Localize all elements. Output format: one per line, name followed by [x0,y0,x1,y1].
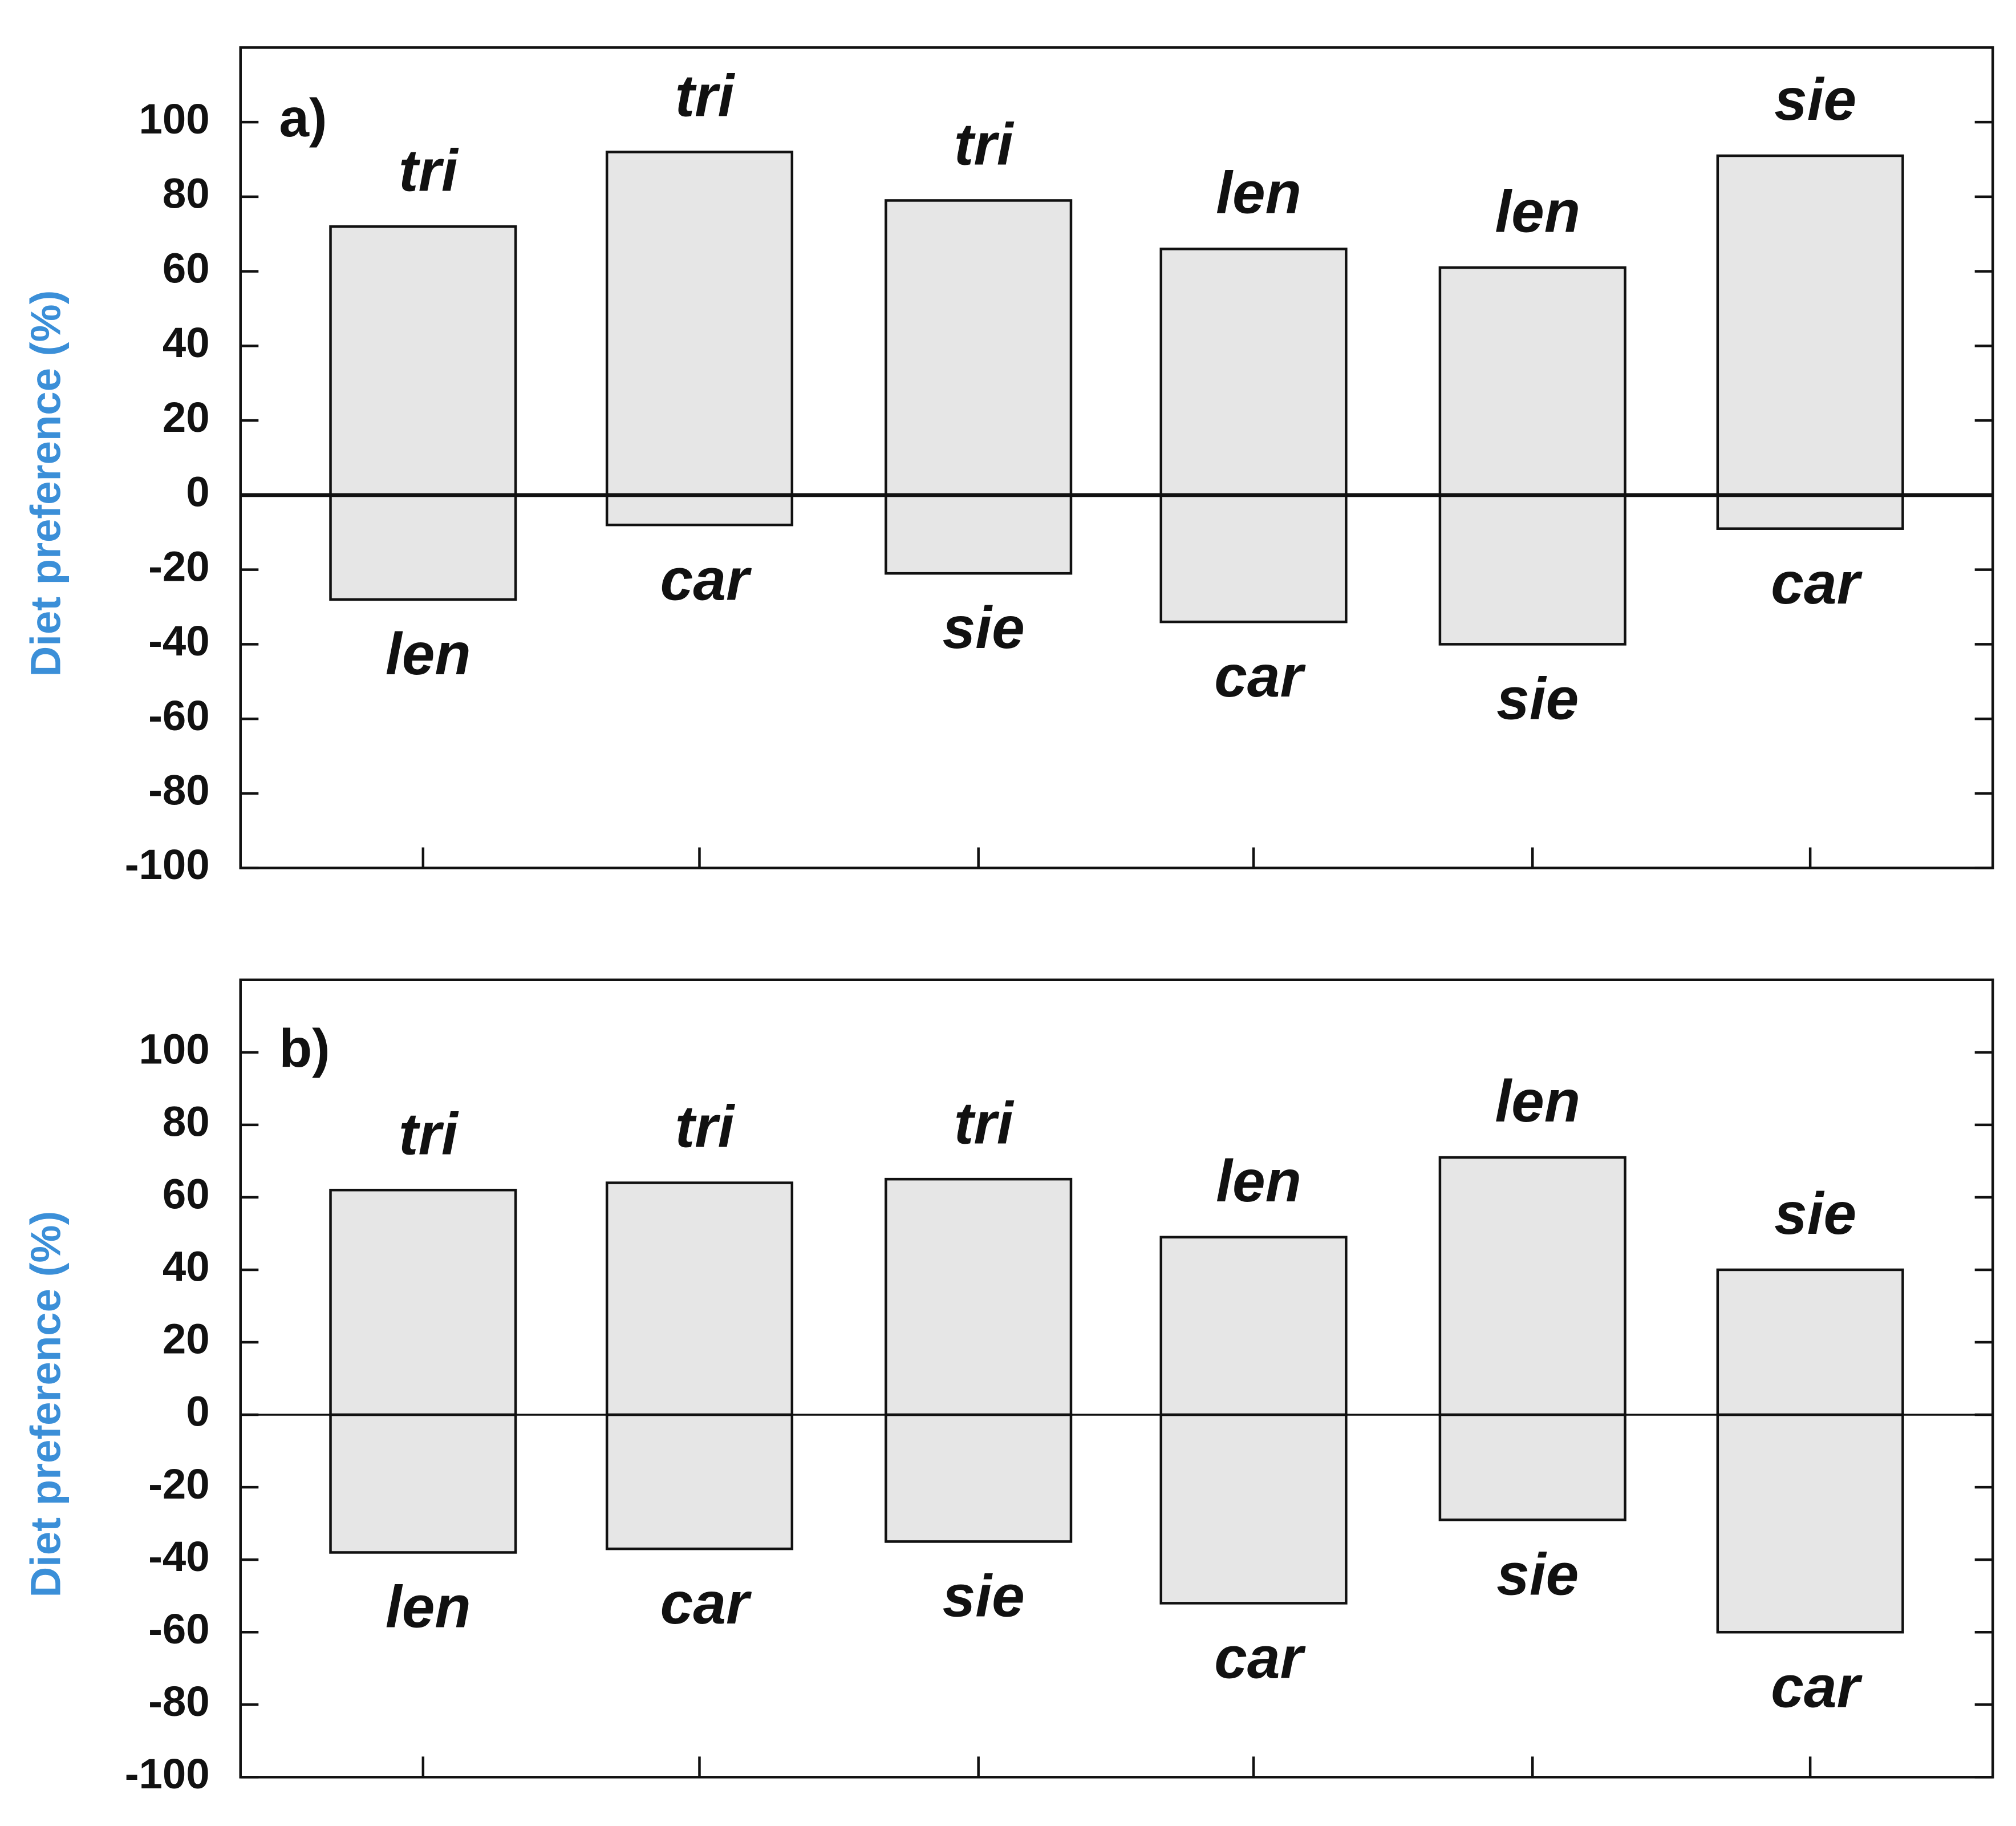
bar-label: car [1771,1653,1863,1719]
bar [605,1181,794,1416]
bar [1716,1268,1904,1416]
bar-label: tri [399,1100,459,1167]
y-axis-label: Diet preference (%) [22,1211,69,1598]
bar-label: tri [675,63,736,129]
y-tick-label: 40 [163,319,210,366]
bar [885,1413,1073,1543]
bar [1438,1156,1626,1416]
bar [1716,493,1904,530]
bar [329,1188,517,1416]
panel: 100 80 60 40 20 0 -20 -40 -60 -80 -100 tri tri tri len… [22,978,1994,1797]
y-tick-label: -80 [148,1678,210,1725]
plot-frame [239,46,1994,869]
bar [1159,493,1348,623]
bar-label: sie [1774,66,1856,132]
bar [605,151,794,497]
y-tick-label: -60 [148,1605,210,1653]
y-tick-label: 0 [186,468,209,516]
bar [329,1413,517,1554]
bar-label: car [1214,643,1306,709]
y-tick-label: 40 [163,1243,210,1290]
bar-label: sie [943,1562,1025,1629]
bar [1716,1413,1904,1634]
y-tick-label: 60 [163,1171,210,1218]
y-tick-label: 60 [163,244,210,291]
bar-label: car [1771,550,1863,616]
y-tick-label: -100 [125,1750,210,1797]
y-tick-label: -100 [125,841,210,888]
bar-label: tri [954,111,1015,177]
bar-label: len [1495,1068,1580,1134]
y-tick-label: 20 [163,1315,210,1363]
bar [885,1177,1073,1416]
y-tick-label: -20 [148,542,210,590]
bar-label: len [1495,178,1580,244]
bar-label: car [1214,1624,1306,1690]
bar-label: sie [1496,1541,1579,1607]
y-axis-label: Diet preference (%) [22,290,69,677]
y-tick-label: -60 [148,692,210,739]
bar-label: tri [399,137,459,203]
bar [1159,1236,1348,1416]
bar [885,493,1073,575]
bar [329,225,517,497]
bar-label: car [660,546,752,612]
bar-label: sie [943,594,1025,661]
panel-label: a) [279,88,327,148]
y-tick-label: 0 [186,1388,209,1435]
bar [1438,1413,1626,1521]
bar [1159,1413,1348,1605]
y-tick-label: -80 [148,766,210,813]
y-tick-label: 100 [139,1025,210,1072]
panel: 100 80 60 40 20 0 -20 -40 -60 -80 -100 tri tri tri len… [22,46,1994,888]
bar-label: sie [1774,1180,1856,1246]
plot-frame [239,978,1994,1779]
bar [605,1413,794,1550]
bar-label: len [1216,160,1301,226]
y-tick-label: -20 [148,1460,210,1508]
y-tick-label: 80 [163,1098,210,1145]
y-tick-label: 100 [139,95,210,143]
y-tick-label: -40 [148,617,210,665]
bar-label: len [1216,1148,1301,1214]
panel-label: b) [279,1018,330,1079]
bar-label: tri [675,1094,736,1160]
bar-label: len [386,621,471,687]
bar [1716,154,1904,497]
bar-label: tri [954,1090,1015,1156]
bar [1438,266,1626,497]
bar [885,199,1073,497]
bar [1159,248,1348,497]
bar [605,493,794,527]
bar [329,493,517,601]
bar-label: car [660,1570,752,1636]
bar-label: len [386,1574,471,1640]
bar [1438,493,1626,646]
y-tick-label: -40 [148,1533,210,1580]
bar-label: sie [1496,665,1579,731]
y-tick-label: 20 [163,394,210,441]
y-tick-label: 80 [163,170,210,217]
